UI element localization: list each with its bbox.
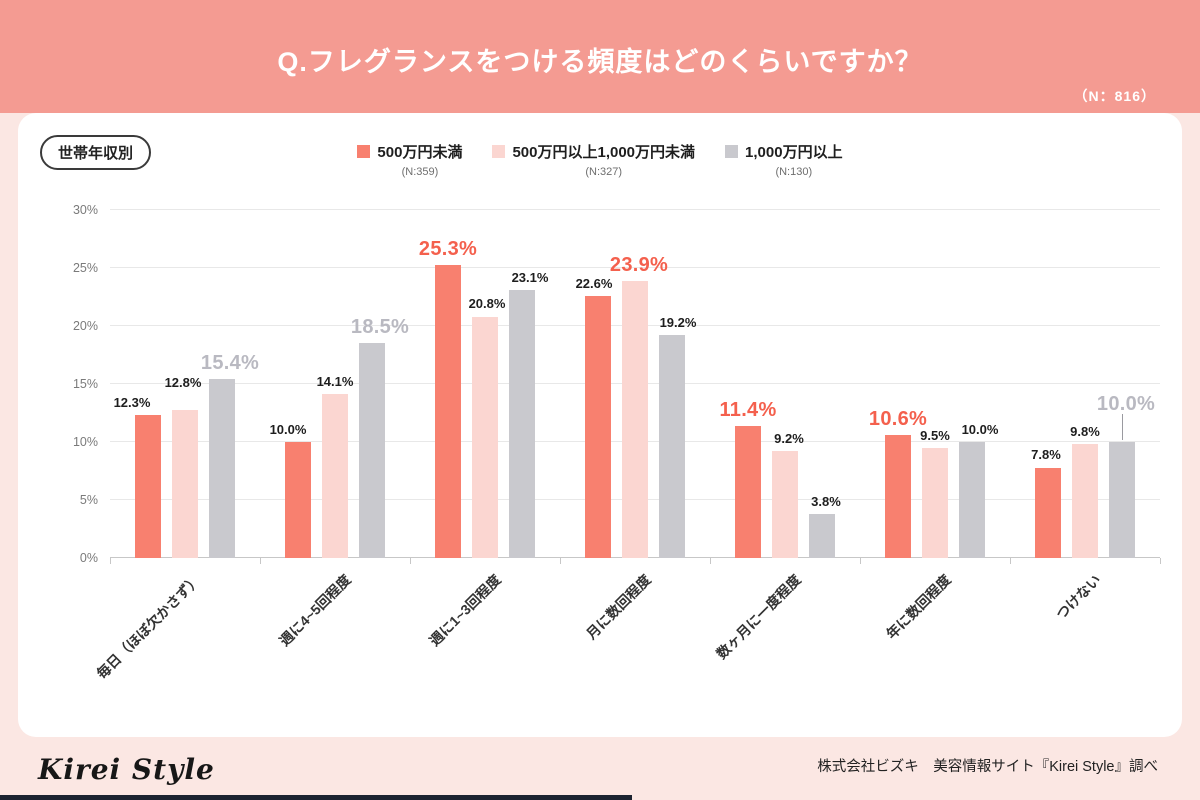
x-axis-tick	[410, 558, 411, 564]
legend-label: 1,000万円以上	[745, 144, 843, 161]
category-label: 月に数回程度	[583, 571, 654, 643]
category-label: 年に数回程度	[883, 571, 954, 643]
category-label: つけない	[1052, 571, 1104, 623]
bar-chart-plot: 0% 5% 10% 15% 20% 25% 30% 12.3% 12.8% 15.4% 毎日（ほぼ欠…	[73, 203, 1161, 682]
x-axis-tick	[260, 558, 261, 564]
page-title: Q.フレグランスをつける頻度はどのくらいですか？	[277, 47, 923, 77]
bar-value-label: 3.8%	[811, 493, 841, 509]
y-axis-tick-label: 25%	[72, 261, 98, 275]
kirei-style-logo: Kirei Style	[38, 753, 215, 786]
x-axis-tick	[560, 558, 561, 564]
legend-swatch	[357, 145, 371, 158]
category-label: 毎日（ほぼ欠かさず）	[93, 571, 204, 682]
x-axis-tick	[110, 558, 111, 564]
category-label: 数ヶ月に一度程度	[713, 571, 804, 662]
bar	[922, 447, 948, 558]
y-axis-tick-label: 30%	[72, 203, 98, 217]
bar	[622, 280, 648, 558]
legend-label: 500万円未満	[377, 144, 463, 161]
legend-sample-size: (N:359)	[401, 166, 439, 178]
bar	[322, 394, 348, 558]
bar	[1035, 467, 1061, 558]
bar	[472, 316, 498, 558]
bar	[585, 295, 611, 558]
legend-sample-size: (N:130)	[775, 166, 813, 178]
legend-item: 500万円未満 (N:359)	[357, 141, 462, 178]
bar-value-label: 10.0%	[269, 421, 307, 437]
bar	[509, 290, 535, 558]
label-leader-line	[1122, 414, 1123, 440]
bar-value-label: 9.5%	[920, 427, 950, 443]
bar	[1072, 444, 1098, 558]
x-axis-tick	[860, 558, 861, 564]
bar	[809, 513, 835, 558]
bar	[885, 435, 911, 558]
legend-item: 1,000万円以上 (N:130)	[725, 141, 843, 178]
bar	[659, 335, 685, 558]
legend-label: 500万円以上1,000万円未満	[512, 144, 696, 161]
sample-size-label: （N：816）	[1073, 88, 1156, 104]
gridline	[110, 267, 1160, 268]
bar-value-label: 9.8%	[1070, 424, 1100, 440]
bar-value-label: 14.1%	[316, 374, 354, 390]
legend-item: 500万円以上1,000万円未満 (N:327)	[492, 141, 695, 178]
y-axis-tick-label: 0%	[79, 551, 98, 565]
bar-value-label: 23.9%	[609, 253, 669, 276]
bar	[772, 451, 798, 558]
y-axis-tick-label: 15%	[72, 377, 98, 391]
bar-value-label: 23.1%	[511, 269, 549, 285]
y-axis-tick-label: 5%	[79, 493, 98, 507]
bar	[285, 442, 311, 558]
x-axis-tick	[710, 558, 711, 564]
category-label: 週に4~5回程度	[276, 571, 354, 650]
source-credit: 株式会社ビズキ 美容情報サイト『Kirei Style』調べ	[817, 759, 1158, 775]
bar-value-label: 9.2%	[774, 430, 804, 446]
bar	[209, 379, 235, 558]
bar-value-label: 25.3%	[418, 237, 478, 260]
x-axis-tick	[1010, 558, 1011, 564]
x-axis-tick	[1160, 558, 1161, 564]
bar	[135, 415, 161, 558]
y-axis-tick-label: 20%	[72, 319, 98, 333]
category-label: 週に1~3回程度	[426, 571, 504, 650]
bar	[172, 409, 198, 558]
bar-value-label: 20.8%	[468, 296, 506, 312]
bar	[735, 425, 761, 558]
gridline	[110, 209, 1160, 210]
bar-value-label: 11.4%	[719, 398, 777, 421]
bar-value-label: 15.4%	[200, 352, 260, 375]
bar	[435, 264, 461, 558]
bar	[359, 343, 385, 558]
chart-card: 世帯年収別 500万円未満 (N:359) 500万円以上1,000万円未満 (N:3…	[18, 113, 1182, 737]
bar-value-label: 10.0%	[1096, 393, 1156, 415]
legend-swatch	[492, 145, 506, 158]
bar-value-label: 7.8%	[1031, 447, 1061, 463]
y-axis-tick-label: 10%	[72, 435, 98, 449]
bar-value-label: 22.6%	[575, 275, 613, 291]
bar-value-label: 10.0%	[961, 421, 999, 437]
bar-value-label: 18.5%	[350, 316, 410, 339]
bar	[1109, 442, 1135, 558]
bar-value-label: 12.3%	[113, 395, 151, 411]
header-band: Q.フレグランスをつける頻度はどのくらいですか？ （N：816）	[0, 0, 1200, 113]
bar-value-label: 10.6%	[868, 408, 928, 431]
bar-value-label: 19.2%	[659, 314, 697, 330]
income-category-badge: 世帯年収別	[40, 135, 152, 170]
legend-swatch	[725, 145, 739, 158]
chart-legend: 500万円未満 (N:359) 500万円以上1,000万円未満 (N:327) 1,0…	[18, 141, 1182, 178]
bar-value-label: 12.8%	[164, 375, 202, 391]
bottom-edge-bar	[0, 795, 632, 800]
legend-sample-size: (N:327)	[585, 166, 623, 178]
bar	[959, 442, 985, 558]
